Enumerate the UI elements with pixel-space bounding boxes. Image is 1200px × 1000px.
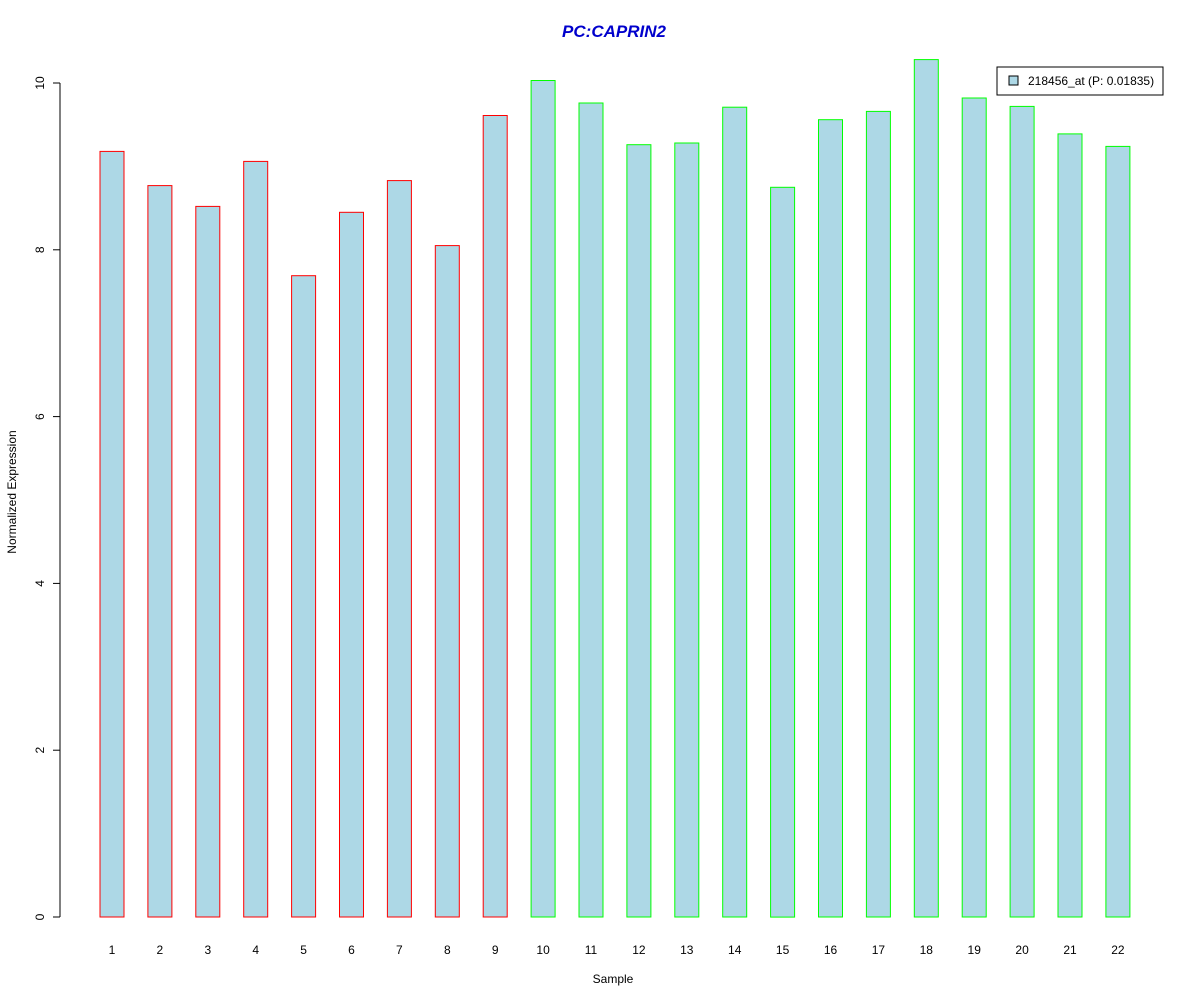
bar-sample-10 [530, 80, 556, 918]
x-tick-label-10: 10 [536, 943, 550, 957]
x-tick-label-13: 13 [680, 943, 694, 957]
y-tick-label-2: 2 [33, 747, 47, 754]
x-tick-label-22: 22 [1111, 943, 1125, 957]
y-tick-label-10: 10 [33, 76, 47, 90]
x-tick-label-17: 17 [872, 943, 886, 957]
y-axis: 0 2 4 6 8 10 [33, 76, 61, 920]
y-tick-label-6: 6 [33, 413, 47, 420]
bar-sample-8 [434, 245, 460, 918]
y-tick-label-4: 4 [33, 580, 47, 587]
bar-sample-15 [770, 186, 796, 918]
x-tick-label-5: 5 [300, 943, 307, 957]
x-tick-label-2: 2 [157, 943, 164, 957]
x-tick-label-9: 9 [492, 943, 499, 957]
bar-sample-9 [482, 115, 508, 918]
x-tick-label-16: 16 [824, 943, 838, 957]
x-tick-label-3: 3 [204, 943, 211, 957]
y-tick-label-8: 8 [33, 246, 47, 253]
bar-sample-11 [578, 102, 604, 918]
bar-sample-13 [674, 142, 700, 918]
bar-sample-3 [195, 205, 221, 918]
bar-sample-21 [1057, 133, 1083, 918]
bar-sample-4 [243, 160, 269, 918]
x-tick-label-4: 4 [252, 943, 259, 957]
x-tick-label-8: 8 [444, 943, 451, 957]
bar-sample-22 [1105, 145, 1131, 918]
x-tick-label-12: 12 [632, 943, 646, 957]
y-tick-label-0: 0 [33, 913, 47, 920]
bar-sample-1 [99, 150, 125, 918]
legend-label: 218456_at (P: 0.01835) [1028, 74, 1154, 88]
bar-sample-16 [818, 119, 843, 918]
x-tick-label-6: 6 [348, 943, 355, 957]
bar-sample-5 [291, 275, 317, 918]
x-tick-label-18: 18 [920, 943, 934, 957]
legend-swatch [1008, 75, 1019, 86]
chart-title: PC:CAPRIN2 [562, 22, 666, 41]
bar-sample-6 [339, 211, 364, 918]
bar-sample-14 [722, 106, 748, 918]
x-tick-label-11: 11 [585, 943, 598, 957]
x-tick-label-1: 1 [109, 943, 116, 957]
x-tick-label-15: 15 [776, 943, 790, 957]
bar-sample-17 [865, 110, 891, 918]
bar-sample-18 [913, 59, 939, 918]
bar-sample-19 [961, 97, 987, 918]
bar-sample-2 [147, 185, 173, 918]
y-axis-label: Normalized Expression [5, 430, 19, 553]
x-tick-label-14: 14 [728, 943, 742, 957]
bar-sample-12 [626, 144, 652, 918]
x-tick-labels: 1 2 3 4 5 6 7 8 9 10 11 12 13 14 15 16 17 18 19 20 21 22 [109, 943, 1125, 957]
x-axis-label: Sample [593, 972, 634, 986]
legend-box [996, 66, 1164, 96]
bar-sample-20 [1009, 105, 1035, 918]
x-tick-label-7: 7 [396, 943, 403, 957]
legend: 218456_at (P: 0.01835) [996, 66, 1164, 96]
x-tick-label-21: 21 [1063, 943, 1077, 957]
bar-sample-7 [386, 180, 412, 918]
x-tick-label-19: 19 [968, 943, 982, 957]
bars [99, 59, 1131, 918]
x-tick-label-20: 20 [1015, 943, 1029, 957]
